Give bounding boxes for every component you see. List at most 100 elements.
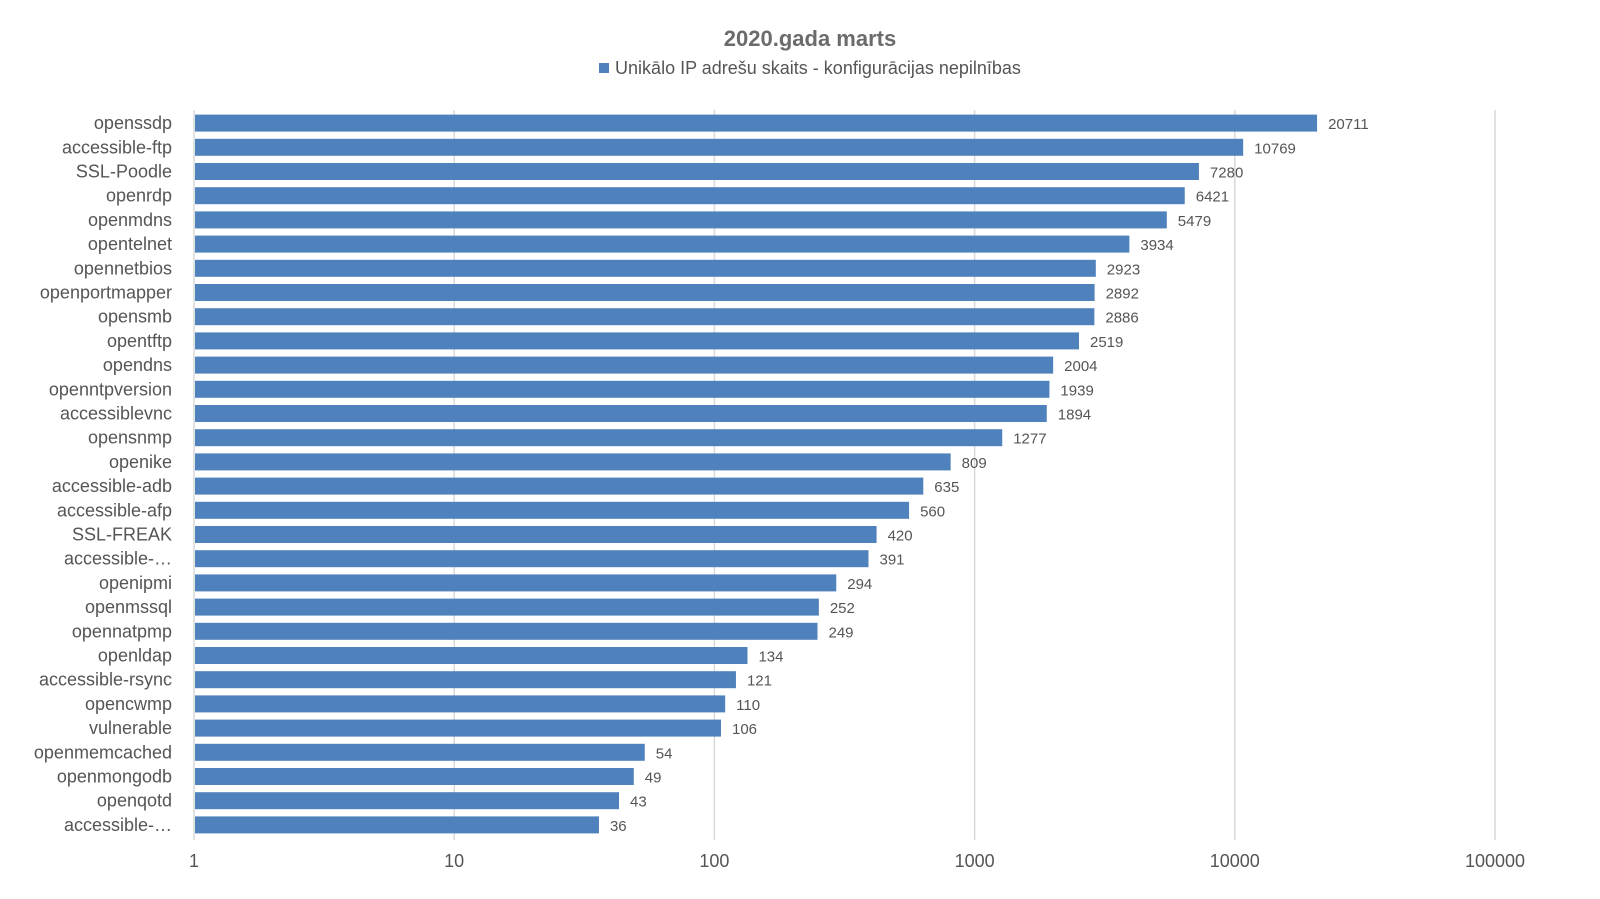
value-label: 54 bbox=[656, 745, 673, 762]
value-label: 134 bbox=[758, 649, 783, 666]
value-label: 2892 bbox=[1106, 286, 1139, 303]
category-label: vulnerable bbox=[89, 718, 172, 738]
legend-swatch bbox=[599, 63, 610, 73]
bar bbox=[195, 332, 1079, 350]
value-label: 809 bbox=[962, 455, 987, 472]
value-label: 1939 bbox=[1060, 382, 1093, 399]
x-tick-label: 10000 bbox=[1210, 851, 1260, 871]
legend-label: Unikālo IP adrešu skaits - konfigurācija… bbox=[615, 58, 1021, 78]
value-label: 1894 bbox=[1058, 407, 1091, 424]
bar bbox=[195, 477, 924, 495]
value-label: 1277 bbox=[1013, 431, 1046, 448]
x-tick-label: 1 bbox=[189, 851, 199, 871]
bar bbox=[195, 768, 634, 785]
category-label: accessiblevnc bbox=[60, 404, 172, 424]
bar bbox=[195, 308, 1095, 326]
category-label: accessible-adb bbox=[52, 476, 172, 496]
bar bbox=[195, 211, 1167, 229]
category-label: openmdns bbox=[88, 210, 172, 230]
category-label: opensmb bbox=[98, 307, 172, 327]
bar bbox=[195, 719, 721, 737]
category-label: opencwmp bbox=[85, 694, 172, 714]
chart-title: 2020.gada marts bbox=[723, 26, 897, 51]
x-tick-label: 1000 bbox=[955, 851, 995, 871]
bar bbox=[195, 187, 1185, 205]
bar bbox=[195, 114, 1318, 132]
category-label: accessible-… bbox=[64, 549, 172, 569]
x-tick-label: 100 bbox=[699, 851, 729, 871]
bar bbox=[195, 598, 819, 616]
category-label: opensnmp bbox=[88, 428, 172, 448]
bar bbox=[195, 356, 1054, 374]
bar bbox=[195, 163, 1199, 180]
category-label: openike bbox=[109, 452, 172, 472]
bar bbox=[195, 743, 645, 761]
bar bbox=[195, 284, 1095, 301]
category-label: openmssql bbox=[85, 597, 172, 617]
bar bbox=[195, 550, 869, 568]
value-label: 3934 bbox=[1140, 237, 1173, 254]
value-label: 43 bbox=[630, 794, 647, 811]
value-label: 106 bbox=[732, 721, 757, 738]
bar bbox=[195, 259, 1096, 277]
category-label: openmongodb bbox=[57, 767, 172, 787]
category-label: opennetbios bbox=[74, 258, 172, 278]
category-label: SSL-Poodle bbox=[76, 162, 172, 182]
category-label: opennatpmp bbox=[72, 621, 172, 641]
bar bbox=[195, 380, 1050, 398]
category-label: openssdp bbox=[94, 113, 172, 133]
value-label: 2886 bbox=[1105, 310, 1138, 327]
value-label: 249 bbox=[828, 624, 853, 641]
value-label: 5479 bbox=[1178, 213, 1211, 230]
value-label: 110 bbox=[736, 697, 760, 714]
category-label: openmemcached bbox=[34, 742, 172, 762]
value-label: 7280 bbox=[1210, 165, 1243, 182]
value-label: 391 bbox=[879, 552, 904, 569]
bar bbox=[195, 622, 818, 640]
value-label: 2004 bbox=[1064, 358, 1097, 375]
value-label: 635 bbox=[934, 479, 959, 496]
value-label: 252 bbox=[830, 600, 855, 617]
value-label: 294 bbox=[847, 576, 872, 593]
bar bbox=[195, 792, 620, 810]
category-label: openipmi bbox=[99, 573, 172, 593]
bar bbox=[195, 647, 748, 664]
bar bbox=[195, 816, 599, 834]
category-label: openportmapper bbox=[40, 283, 172, 303]
value-label: 2519 bbox=[1090, 334, 1123, 351]
value-label: 560 bbox=[920, 503, 945, 520]
x-tick-label: 100000 bbox=[1465, 851, 1525, 871]
category-label: accessible-… bbox=[64, 815, 172, 835]
value-label: 20711 bbox=[1328, 116, 1369, 133]
category-label: accessible-rsync bbox=[39, 670, 172, 690]
value-label: 121 bbox=[747, 673, 772, 690]
category-label: accessible-ftp bbox=[62, 137, 172, 157]
bar bbox=[195, 671, 736, 689]
bar bbox=[195, 138, 1244, 156]
bar bbox=[195, 453, 951, 471]
bar bbox=[195, 501, 910, 519]
value-label: 2923 bbox=[1107, 261, 1140, 278]
x-tick-label: 10 bbox=[444, 851, 464, 871]
category-label: opendns bbox=[103, 355, 172, 375]
category-label: openrdp bbox=[106, 186, 172, 206]
category-label: openntpversion bbox=[49, 379, 172, 399]
category-label: opentftp bbox=[107, 331, 172, 351]
value-label: 6421 bbox=[1196, 189, 1229, 206]
legend: Unikālo IP adrešu skaits - konfigurācija… bbox=[0, 58, 1600, 79]
bar bbox=[195, 429, 1003, 447]
bar bbox=[195, 405, 1047, 422]
bar bbox=[195, 235, 1130, 253]
bar bbox=[195, 526, 877, 543]
value-label: 49 bbox=[645, 770, 662, 787]
bar bbox=[195, 574, 837, 592]
value-label: 10769 bbox=[1254, 140, 1296, 157]
value-label: 36 bbox=[610, 818, 627, 835]
category-label: openldap bbox=[98, 646, 172, 666]
bar bbox=[195, 695, 726, 713]
category-label: openqotd bbox=[97, 791, 172, 811]
category-label: accessible-afp bbox=[57, 500, 172, 520]
category-label: opentelnet bbox=[88, 234, 172, 254]
